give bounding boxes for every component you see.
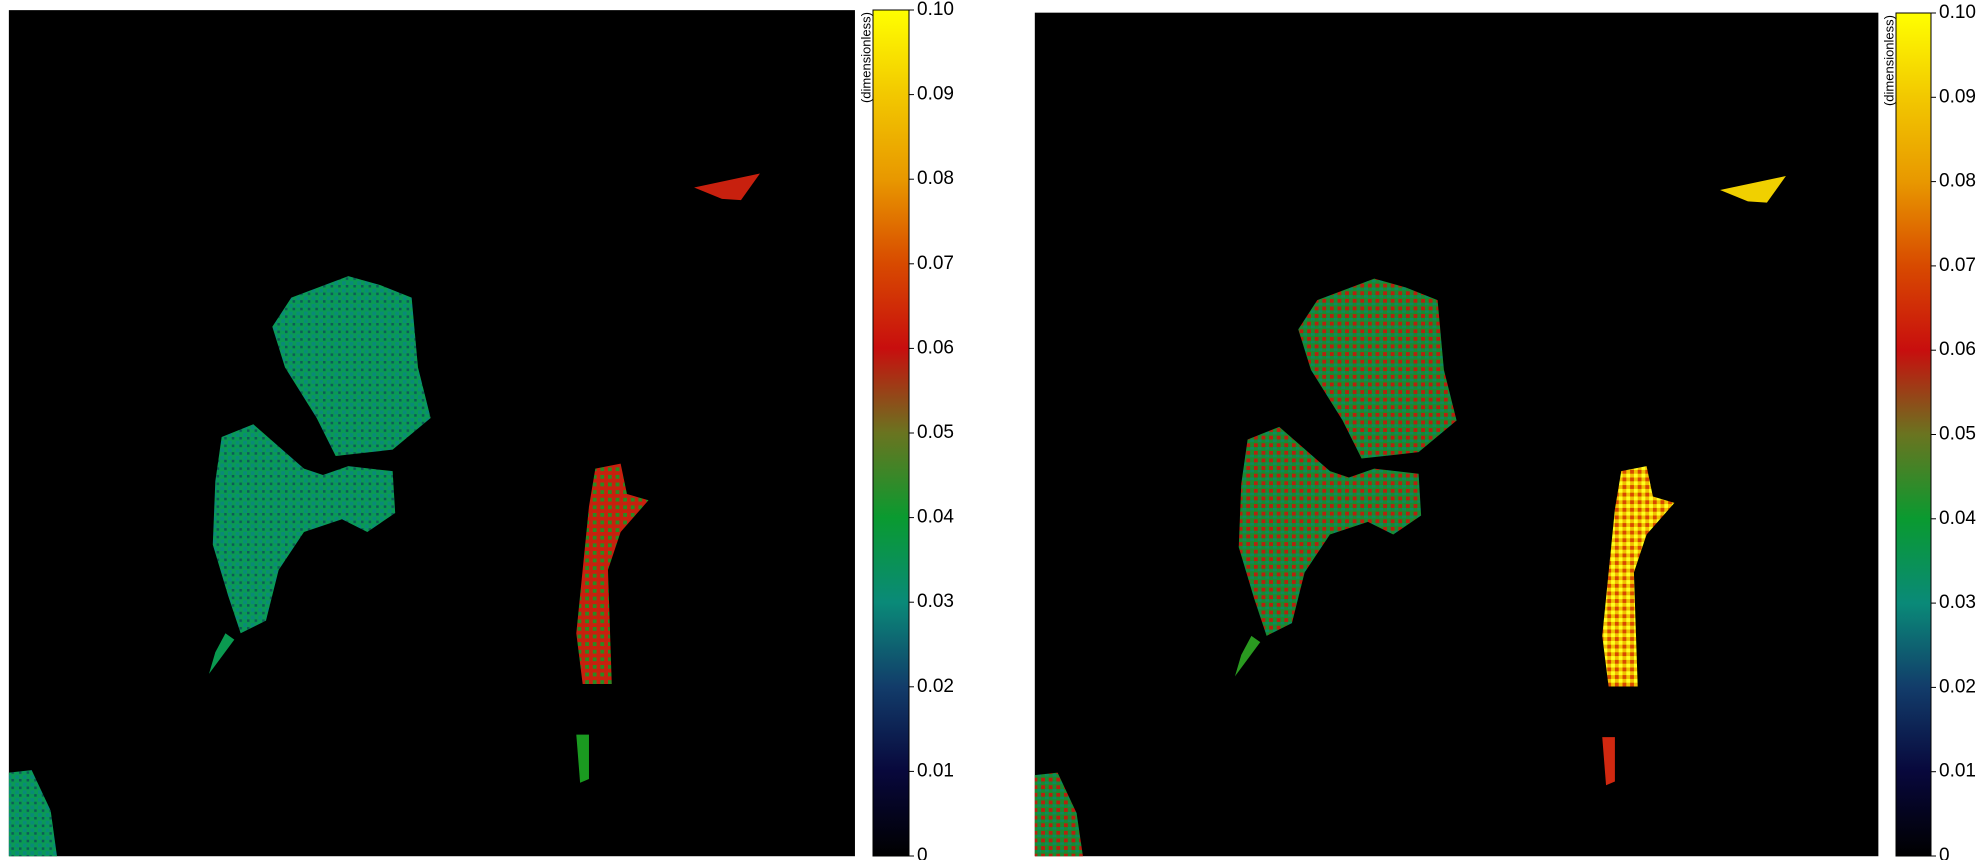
figure: 0 0.01 0.02 0.03 0.04 0.05 0.06 0.07 0.08 0.09 0.1… [0, 0, 1986, 860]
colorbar-tick-label: 0.05 [917, 422, 954, 443]
colorbar-tick-label: 0.09 [1939, 86, 1976, 107]
colorbar-tick-label: 0.02 [917, 676, 954, 697]
colorbar-tick-label: 0.09 [917, 84, 954, 105]
colorbar-tick-label: 0.10 [917, 0, 954, 20]
colorbar-tick-label: 0.07 [1939, 255, 1976, 276]
colorbar-tick-label: 0.08 [917, 168, 954, 189]
colorbar-tick-label: 0.06 [1939, 339, 1976, 360]
colorbar-tick-label: 0.03 [1939, 592, 1976, 613]
colorbar-tick-label: 0.10 [1939, 2, 1976, 23]
colorbar-tick-label: 0.04 [1939, 508, 1976, 529]
left-panel [9, 10, 855, 856]
heatmap-background [9, 10, 855, 856]
colorbar-tick-label: 0.01 [917, 760, 954, 781]
colorbar-label: (dimensionless) [858, 12, 873, 103]
colorbar-label: (dimensionless) [1881, 15, 1896, 106]
colorbar [1896, 13, 1931, 856]
colorbar-tick-label: 0.08 [1939, 171, 1976, 192]
colorbar-tick-label: 0.03 [917, 591, 954, 612]
colorbar-tick-label: 0.04 [917, 507, 954, 528]
colorbar-tick-label: 0 [917, 845, 928, 860]
right-panel [1035, 13, 1879, 857]
colorbar [873, 10, 909, 856]
colorbar-tick-label: 0.01 [1939, 761, 1976, 782]
heatmap-background [1035, 13, 1879, 857]
colorbar-tick-label: 0.06 [917, 337, 954, 358]
colorbar-tick-label: 0.05 [1939, 424, 1976, 445]
colorbar-tick-label: 0 [1939, 845, 1950, 860]
colorbar-tick-label: 0.02 [1939, 676, 1976, 697]
colorbar-tick-label: 0.07 [917, 253, 954, 274]
